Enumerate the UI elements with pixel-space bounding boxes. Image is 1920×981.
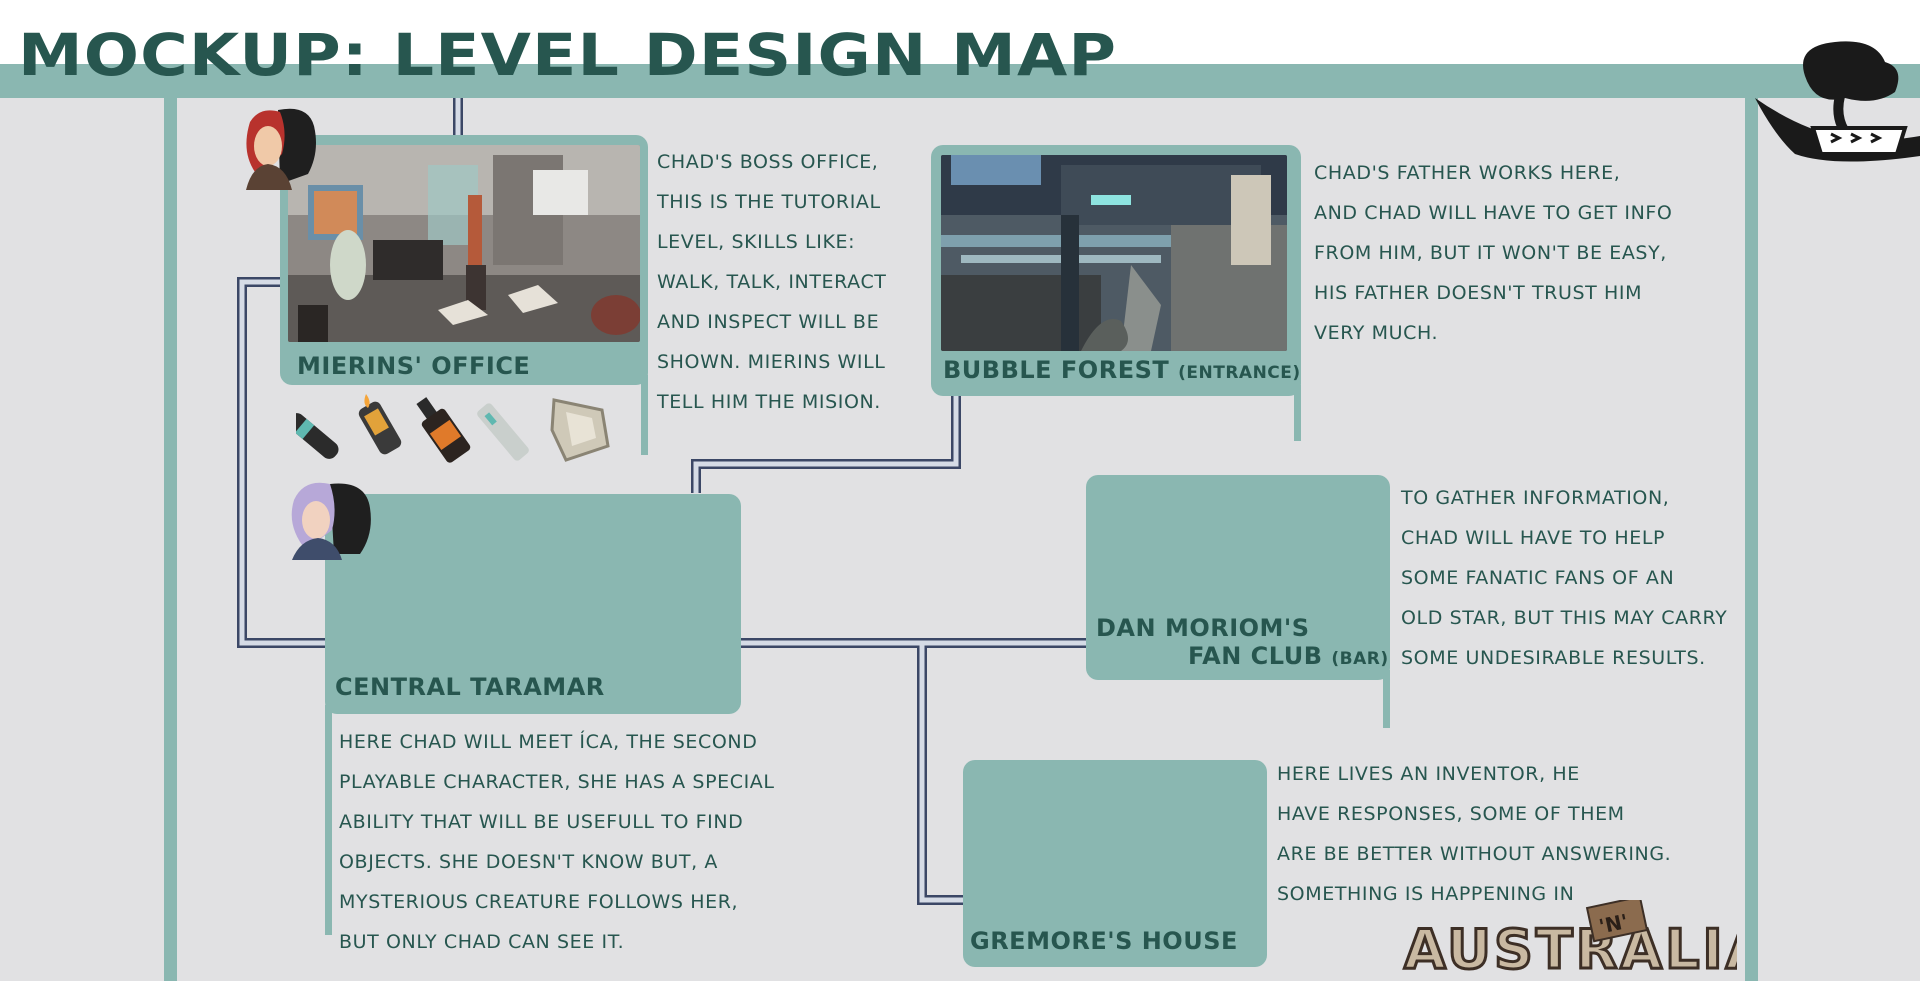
level-panel-mierins-office[interactable]: MIERINS' OFFICE [280, 135, 648, 385]
frame-left-border [164, 98, 177, 981]
level-label-bubble-forest: BUBBLE FOREST (ENTRANCE) [943, 356, 1301, 384]
forest-panel-tail [1294, 385, 1301, 441]
level-label-central-taramar: CENTRAL TARAMAR [335, 673, 605, 701]
bonsai-tree-logo [1755, 36, 1920, 172]
office-inventory-items [287, 390, 626, 464]
taramar-panel-tail [325, 705, 332, 935]
cloth-icon [550, 398, 610, 462]
level-panel-bubble-forest[interactable]: BUBBLE FOREST (ENTRANCE) [931, 145, 1301, 396]
key-icon [477, 403, 529, 461]
svg-text:'N': 'N' [1597, 909, 1630, 939]
page-title: MOCKUP: LEVEL DESIGN MAP [18, 21, 1118, 89]
description-mierins-office: CHAD'S BOSS OFFICE, THIS IS THE TUTORIAL… [657, 151, 887, 413]
description-dan-moriom: TO GATHER INFORMATION, CHAD WILL HAVE TO… [1401, 487, 1728, 669]
bubble-forest-screenshot [941, 155, 1287, 351]
level-panel-central-taramar[interactable]: CENTRAL TARAMAR [325, 494, 741, 714]
level-label-mierins-office: MIERINS' OFFICE [297, 352, 531, 380]
whiskey-bottle-icon [416, 397, 471, 463]
bar-panel-tail [1383, 670, 1390, 728]
svg-text:AUSTRALIA: AUSTRALIA [1404, 918, 1737, 976]
cigar-icon [287, 413, 339, 459]
level-panel-gremore-house[interactable]: GREMORE'S HOUSE [963, 760, 1267, 967]
office-screenshot [288, 145, 640, 342]
frame-right-border [1745, 98, 1758, 981]
office-panel-tail [641, 375, 648, 455]
title-strip [0, 0, 1920, 64]
level-label-dan-moriom: DAN MORIOM'S FAN CLUB (BAR) [1096, 614, 1389, 670]
description-bubble-forest: CHAD'S FATHER WORKS HERE, AND CHAD WILL … [1314, 162, 1673, 344]
australia-game-logo: AUSTRALIA 'N' [1402, 895, 1769, 981]
lighter-icon [358, 394, 402, 455]
mierins-avatar [238, 104, 324, 190]
level-label-gremore-house: GREMORE'S HOUSE [970, 927, 1238, 955]
description-central-taramar: HERE CHAD WILL MEET ÍCA, THE SECOND PLAY… [339, 731, 775, 953]
pipe-to-gremore [917, 643, 966, 905]
description-gremore-house: HERE LIVES AN INVENTOR, HE HAVE RESPONSE… [1277, 763, 1672, 905]
header-band [0, 64, 1920, 98]
ica-avatar [284, 474, 376, 560]
level-panel-dan-moriom-fan-club[interactable]: DAN MORIOM'S FAN CLUB (BAR) [1086, 475, 1390, 680]
